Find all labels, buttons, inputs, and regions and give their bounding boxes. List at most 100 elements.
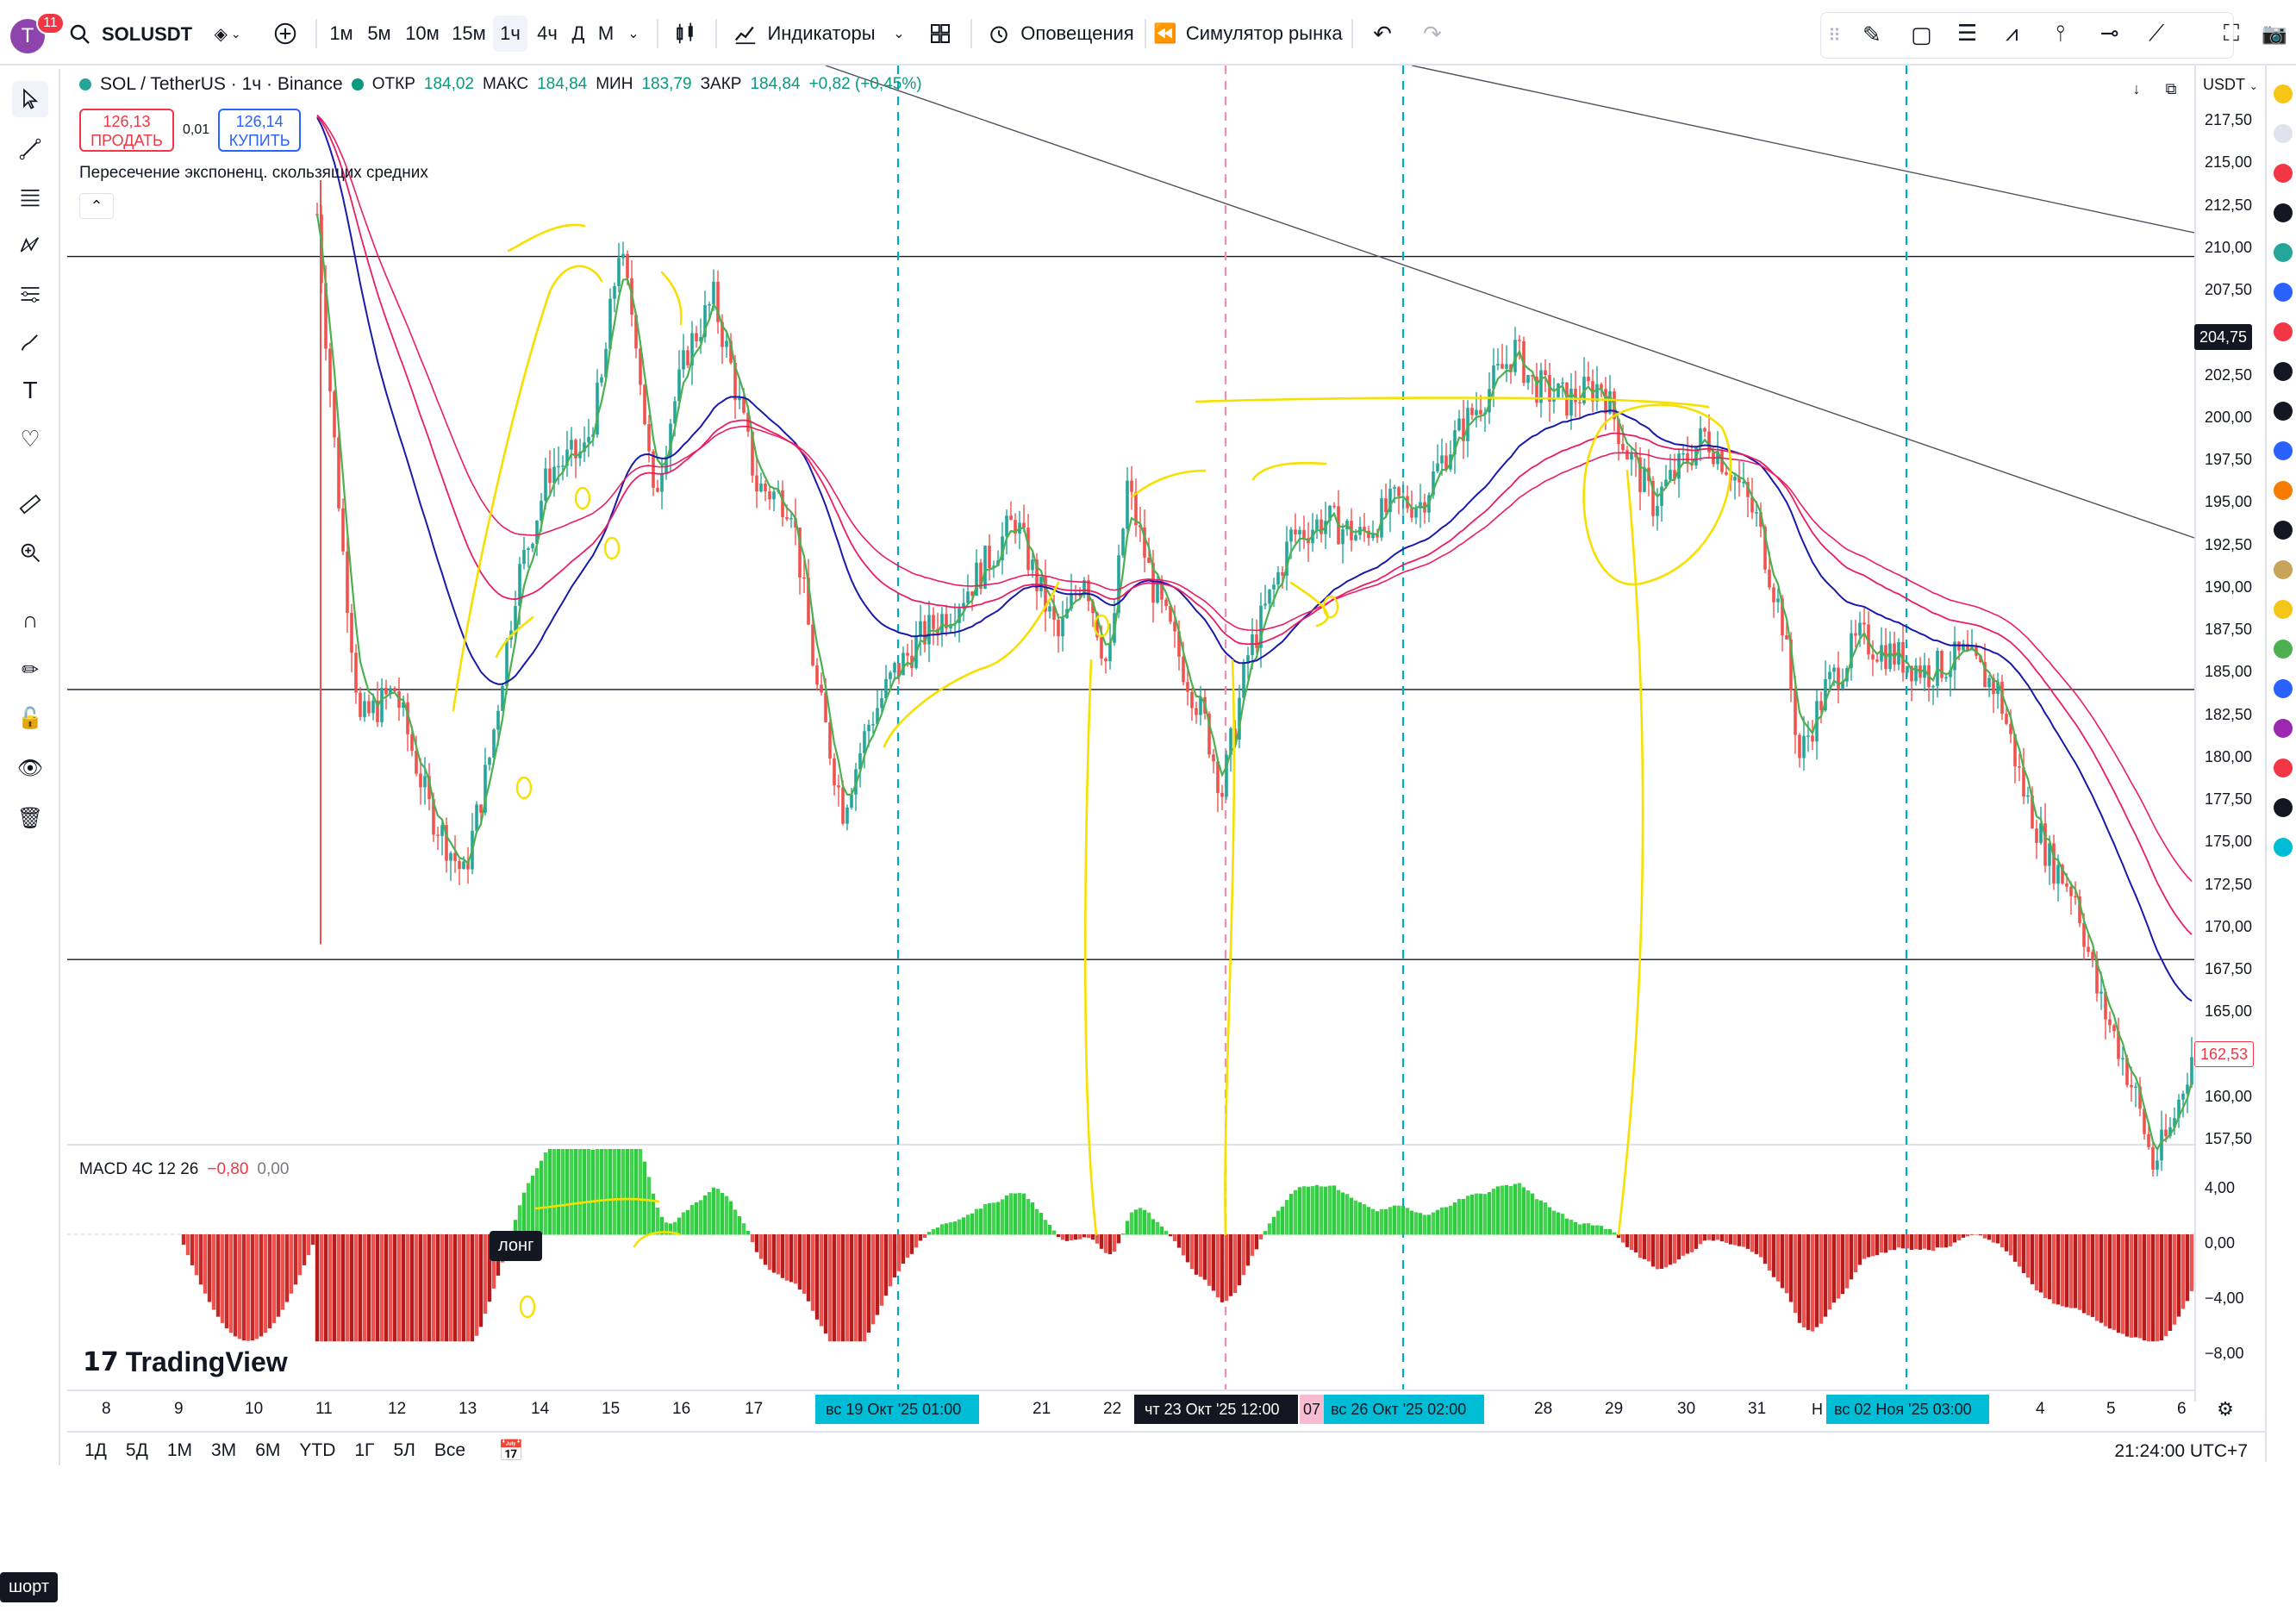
time-axis[interactable]: 8 9 10 11 12 13 14 15 16 17 21 22 28 29 30 31 4 5 6 вс 19 О…: [67, 1389, 2194, 1427]
timeframe-1m[interactable]: 1м: [329, 22, 353, 44]
tradingview-logo[interactable]: 𝟭𝟳 TradingView: [83, 1346, 288, 1378]
watchlist-symbol-icon[interactable]: [2274, 719, 2293, 738]
buy-button[interactable]: 126,14 КУПИТЬ: [218, 109, 302, 152]
compare-symbol-button[interactable]: [267, 16, 303, 52]
long-annotation[interactable]: лонг: [490, 1231, 543, 1261]
fullscreen-button[interactable]: ⛶: [2213, 16, 2249, 52]
watchlist-symbol-icon[interactable]: [2274, 164, 2293, 183]
timeframe-15m[interactable]: 15м: [452, 22, 486, 44]
watchlist-symbol-icon[interactable]: [2274, 322, 2293, 341]
ruler-tool[interactable]: [12, 486, 48, 522]
indicator-legend[interactable]: Пересечение экспоненц. скользящих средни…: [79, 164, 428, 182]
collapse-legend-button[interactable]: ⌃: [79, 193, 114, 219]
forecast-tool[interactable]: [12, 276, 48, 312]
timeframe-5m[interactable]: 5м: [367, 22, 391, 44]
watchlist-symbol-icon[interactable]: [2274, 560, 2293, 579]
fib-tool[interactable]: [12, 179, 48, 215]
hide-drawings-tool[interactable]: 👁: [12, 750, 48, 786]
time-label: 6: [2177, 1400, 2187, 1418]
chart-type-button[interactable]: [667, 16, 703, 52]
candle-body: [1173, 621, 1176, 632]
macd-bar: [1702, 1234, 1707, 1241]
trendline-icon[interactable]: ⟋: [2149, 20, 2165, 46]
timeframe-dropdown[interactable]: ⌄: [621, 16, 646, 52]
watchlist-symbol-icon[interactable]: [2274, 441, 2293, 460]
text-tool[interactable]: T: [12, 372, 48, 409]
chart-pane[interactable]: [67, 66, 2194, 1389]
timeframe-day[interactable]: Д: [571, 22, 585, 44]
zoom-tool[interactable]: [12, 534, 48, 571]
scroll-to-latest-button[interactable]: ↓: [2124, 78, 2149, 100]
watchlist-symbol-icon[interactable]: [2274, 203, 2293, 222]
brush-icon[interactable]: ✎: [1862, 22, 1881, 47]
indicators-button[interactable]: Индикаторы: [731, 16, 877, 52]
trendline-tool[interactable]: [12, 131, 48, 167]
watchlist-symbol-icon[interactable]: [2274, 124, 2293, 143]
sell-button[interactable]: 126,13 ПРОДАТЬ: [79, 109, 174, 152]
redo-button[interactable]: ↷: [1415, 16, 1450, 52]
rectangle-icon[interactable]: ▢: [1911, 22, 1932, 47]
range-button[interactable]: 6М: [255, 1440, 281, 1460]
chart-canvas[interactable]: [67, 66, 2194, 1389]
fib-icon[interactable]: ☰: [1957, 20, 1978, 46]
magnet-tool[interactable]: ∩: [12, 602, 48, 638]
pattern-icon[interactable]: ⩘: [2006, 20, 2018, 46]
indicators-dropdown[interactable]: ⌄: [888, 16, 910, 52]
lock-drawing-tool[interactable]: ✏: [12, 652, 48, 688]
horizontal-line-icon[interactable]: ⊸: [2100, 20, 2119, 46]
symbol-search[interactable]: SOLUSDT: [67, 17, 192, 52]
symbol-type-dropdown[interactable]: ◈ ⌄: [202, 16, 253, 52]
undo-button[interactable]: ↶: [1365, 16, 1400, 52]
watchlist-strip[interactable]: [2265, 66, 2296, 1462]
maximize-pane-button[interactable]: ⧉: [2158, 78, 2184, 100]
watchlist-symbol-icon[interactable]: [2274, 362, 2293, 381]
screenshot-button[interactable]: 📷: [2256, 16, 2293, 52]
alerts-button[interactable]: Оповещения: [983, 16, 1138, 52]
currency-selector[interactable]: USDT ⌄: [2203, 76, 2258, 94]
watchlist-symbol-icon[interactable]: [2274, 283, 2293, 302]
replay-button[interactable]: ⏪ Симулятор рынка: [1153, 16, 1343, 52]
icon-tool[interactable]: ♡: [12, 421, 48, 457]
range-button[interactable]: 1Д: [84, 1440, 107, 1460]
watchlist-symbol-icon[interactable]: [2274, 243, 2293, 262]
watchlist-symbol-icon[interactable]: [2274, 402, 2293, 421]
range-button[interactable]: YTD: [299, 1440, 336, 1460]
watchlist-symbol-icon[interactable]: [2274, 679, 2293, 698]
range-button[interactable]: 3М: [211, 1440, 237, 1460]
range-button[interactable]: 1Г: [354, 1440, 375, 1460]
chart-settings-button[interactable]: ⚙: [2208, 1396, 2243, 1422]
price-scale[interactable]: 217,50 215,00 212,50 210,00 207,50 202,50 200,…: [2194, 66, 2265, 1402]
watchlist-symbol-icon[interactable]: [2274, 640, 2293, 659]
remove-drawings-tool[interactable]: 🗑: [12, 800, 48, 836]
watchlist-symbol-icon[interactable]: [2274, 600, 2293, 619]
timeframe-month[interactable]: М: [597, 22, 615, 44]
macd-legend[interactable]: MACD 4C 12 26 −0,80 0,00: [79, 1160, 289, 1179]
timeframe-1h[interactable]: 1ч: [493, 16, 527, 52]
watchlist-symbol-icon[interactable]: [2274, 759, 2293, 777]
watchlist-symbol-icon[interactable]: [2274, 521, 2293, 540]
calendar-icon[interactable]: 📅: [498, 1439, 524, 1463]
range-button[interactable]: 1М: [166, 1440, 192, 1460]
pattern-tool[interactable]: [12, 228, 48, 264]
clock[interactable]: 21:24:00 UTC+7: [2114, 1441, 2248, 1461]
brush-tool[interactable]: [12, 324, 48, 360]
cursor-icon: [23, 88, 39, 109]
timeframe-10m[interactable]: 10м: [405, 22, 440, 44]
legend-title[interactable]: SOL / TetherUS · 1ч · Binance: [100, 74, 343, 94]
watchlist-symbol-icon[interactable]: [2274, 798, 2293, 817]
drag-handle-icon[interactable]: ⠿: [1828, 27, 1841, 46]
watchlist-symbol-icon[interactable]: [2274, 84, 2293, 103]
cursor-tool[interactable]: [12, 81, 48, 117]
range-button[interactable]: Все: [434, 1440, 466, 1460]
legend-low: 183,79: [641, 75, 692, 93]
short-annotation[interactable]: шорт: [0, 1572, 59, 1602]
watchlist-symbol-icon[interactable]: [2274, 838, 2293, 857]
range-button[interactable]: 5Л: [393, 1440, 415, 1460]
vertical-line-icon[interactable]: ⫯: [2056, 20, 2066, 46]
layout-button[interactable]: [922, 16, 958, 52]
range-button[interactable]: 5Д: [125, 1440, 148, 1460]
macd-bar: [297, 1234, 303, 1276]
watchlist-symbol-icon[interactable]: [2274, 481, 2293, 500]
lock-all-tool[interactable]: 🔓: [12, 700, 48, 736]
timeframe-4h[interactable]: 4ч: [537, 22, 558, 44]
